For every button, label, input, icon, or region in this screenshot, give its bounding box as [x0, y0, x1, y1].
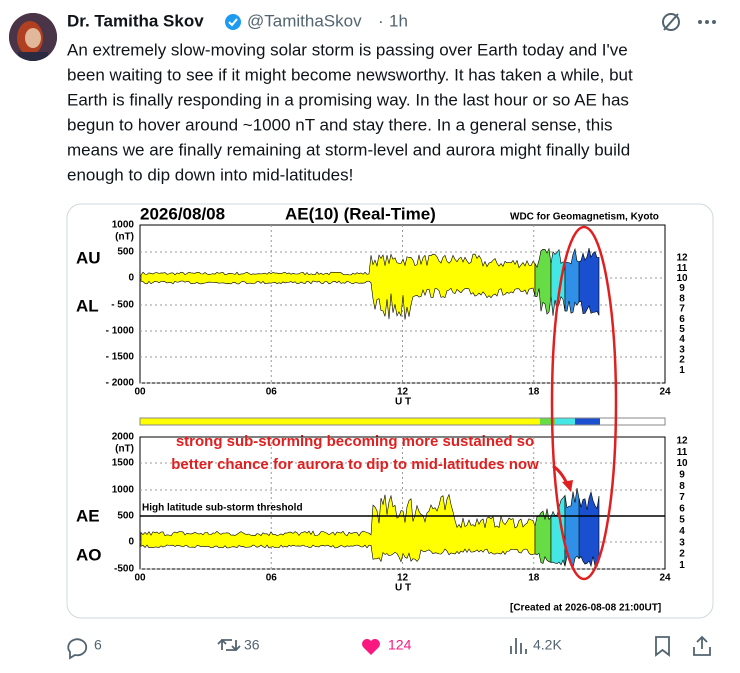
scale-label: 7 [679, 304, 685, 315]
x-tick-label: 00 [134, 573, 146, 584]
scale-label: 8 [679, 293, 685, 304]
y-tick-label: 1000 [112, 485, 135, 496]
scale-label: 1 [679, 365, 685, 376]
y-tick-label: - 500 [111, 300, 134, 311]
scale-label: 12 [676, 436, 688, 447]
tweet-text-line: been waiting to see if it might become n… [67, 65, 633, 84]
tweet-text-line: An extremely slow-moving solar storm is … [67, 40, 628, 59]
view-count: 4.2K [533, 637, 562, 653]
x-axis-label: U T [395, 583, 411, 594]
threshold-label: High latitude sub-storm threshold [142, 503, 303, 514]
chart-title: AE(10) (Real-Time) [285, 204, 436, 223]
like-count: 124 [388, 637, 412, 653]
annotation: better chance for aurora to dip to mid-l… [171, 456, 539, 473]
x-tick-label: 18 [528, 573, 540, 584]
scale-label: 3 [679, 537, 685, 548]
scale-label: 10 [676, 458, 688, 469]
timestamp[interactable]: 1h [389, 11, 408, 30]
handle[interactable]: @TamithaSkov [247, 11, 362, 30]
waveform [578, 248, 600, 316]
reply-button[interactable]: 6 [67, 637, 102, 660]
color-bar [555, 418, 575, 425]
reply-count: 6 [94, 637, 102, 653]
x-axis-label: U T [395, 397, 411, 408]
y-tick-label: - 1000 [106, 326, 135, 337]
color-bar [575, 418, 600, 425]
y-tick-label: - 1500 [106, 352, 135, 363]
scale-label: 9 [679, 470, 685, 481]
series-label: AO [76, 545, 102, 564]
scale-label: 7 [679, 492, 685, 503]
color-bar [140, 418, 540, 425]
y-tick-label: 1500 [112, 458, 135, 469]
tweet-text-line: begun to hover around ~1000 nT and stay … [67, 115, 613, 134]
x-tick-label: 06 [266, 573, 278, 584]
grok-button[interactable] [662, 13, 680, 31]
views-button[interactable]: 4.2K [510, 637, 562, 654]
scale-label: 2 [679, 355, 685, 366]
x-tick-label: 24 [659, 573, 671, 584]
x-tick-label: 00 [134, 387, 146, 398]
series-label: AU [76, 248, 101, 267]
scale-label: 1 [679, 560, 685, 571]
color-bar-frame [139, 417, 666, 426]
x-tick-label: 12 [397, 387, 409, 398]
highlight-ellipse [550, 225, 618, 581]
scale-label: 5 [679, 515, 685, 526]
x-tick-label: 06 [266, 387, 278, 398]
chart-source: WDC for Geomagnetism, Kyoto [510, 212, 659, 223]
y-tick-label: 500 [117, 511, 134, 522]
more-button[interactable] [698, 20, 716, 24]
tweet-text-line: enough to dip down into mid-latitudes! [67, 165, 353, 184]
x-tick-label: 24 [659, 387, 671, 398]
y-tick-label: (nT) [115, 444, 134, 455]
scale-label: 6 [679, 503, 685, 514]
y-tick-label: - 2000 [106, 378, 135, 389]
scale-label: 12 [676, 253, 688, 264]
scale-label: 3 [679, 344, 685, 355]
like-button[interactable]: 124 [362, 637, 412, 655]
scale-label: 11 [677, 447, 688, 458]
scale-label: 4 [679, 526, 685, 537]
y-tick-label: 0 [128, 537, 134, 548]
tweet-text-line: means we are finally remaining at storm-… [67, 140, 630, 159]
scale-label: 10 [676, 273, 688, 284]
chart-date: 2026/08/08 [140, 204, 225, 223]
color-bar [600, 418, 665, 425]
y-tick-label: -500 [114, 564, 134, 575]
series-label: AE [76, 506, 100, 525]
y-tick-label: 500 [117, 247, 134, 258]
scale-label: 9 [679, 283, 685, 294]
annotation: strong sub-storming becoming more sustai… [176, 433, 534, 450]
y-tick-label: 2000 [112, 432, 135, 443]
x-tick-label: 12 [397, 573, 409, 584]
verified-badge [225, 14, 241, 30]
scale-label: 6 [679, 314, 685, 325]
created-note: [Created at 2026-08-08 21:00UT] [510, 603, 661, 614]
series-label: AL [76, 296, 99, 315]
scale-label: 11 [677, 263, 688, 274]
y-tick-label: 0 [128, 273, 134, 284]
author-name[interactable]: Dr. Tamitha Skov [67, 11, 204, 30]
scale-label: 4 [679, 334, 685, 345]
image[interactable]: 2026/08/08 AE(10) (Real-Time) WDC for Geom… [66, 203, 714, 619]
y-tick-label: 1000 [112, 220, 135, 231]
annotation-arrowhead [562, 480, 573, 492]
y-tick-label: (nT) [115, 232, 134, 243]
repost-button[interactable]: 36 [217, 637, 260, 653]
color-bar [540, 418, 555, 425]
avatar[interactable] [9, 13, 57, 64]
scale-label: 8 [679, 481, 685, 492]
repost-count: 36 [244, 637, 260, 653]
bookmark-button[interactable] [655, 636, 670, 657]
tweet-text-line: Earth is finally responding in a promisi… [67, 90, 629, 109]
scale-label: 2 [679, 549, 685, 560]
share-button[interactable] [693, 635, 711, 656]
x-tick-label: 18 [528, 387, 540, 398]
scale-label: 5 [679, 324, 685, 335]
separator: · [378, 11, 384, 30]
